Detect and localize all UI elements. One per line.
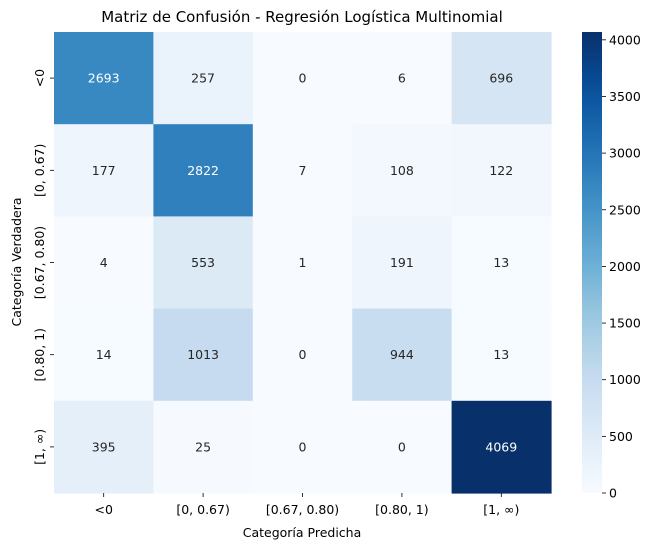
- x-tick-label: [0, 0.67): [176, 502, 230, 517]
- heatmap-cell: [54, 400, 154, 494]
- heatmap-cell: [153, 308, 254, 402]
- cell-value-label: 13: [493, 347, 509, 362]
- heatmap-cell: [451, 32, 552, 125]
- cell-value-label: 25: [195, 439, 211, 454]
- colorbar-tick-label: 0: [609, 486, 617, 501]
- heatmap-cell: [252, 216, 353, 310]
- heatmap-cell: [352, 400, 453, 494]
- y-tick-label: [0.67, 0.80): [32, 226, 47, 299]
- cell-value-label: 13: [493, 255, 509, 270]
- x-axis-label: Categoría Predicha: [243, 525, 362, 540]
- colorbar-tick-label: 2000: [609, 259, 641, 274]
- y-axis-label: Categoría Verdadera: [9, 197, 24, 326]
- colorbar-tick-label: 1500: [609, 316, 641, 331]
- cell-value-label: 191: [390, 255, 414, 270]
- heatmap-cell: [54, 32, 154, 125]
- heatmap-cell: [352, 216, 453, 310]
- heatmap-cell: [54, 216, 154, 310]
- y-tick-label: [0.80, 1): [32, 328, 47, 382]
- cell-value-label: 4: [100, 255, 108, 270]
- heatmap-cell: [153, 124, 254, 217]
- y-tick-label: [1, ∞): [32, 429, 47, 465]
- cell-value-label: 1: [299, 255, 307, 270]
- cell-value-label: 395: [92, 439, 116, 454]
- colorbar-tick-label: 1000: [609, 372, 641, 387]
- colorbar-tick-label: 2500: [609, 202, 641, 217]
- heatmap-cell: [153, 32, 254, 125]
- cell-value-label: 257: [191, 71, 215, 86]
- chart-title: Matriz de Confusión - Regresión Logístic…: [101, 8, 503, 26]
- colorbar-gradient: [582, 32, 602, 493]
- heatmap-cell: [252, 124, 353, 217]
- heatmap-cell: [252, 32, 353, 125]
- cell-value-label: 0: [299, 439, 307, 454]
- cell-value-label: 2822: [187, 163, 219, 178]
- heatmap-cell: [54, 308, 154, 402]
- cell-value-label: 122: [489, 163, 513, 178]
- y-tick-label: <0: [32, 69, 47, 87]
- y-axis-ticks: <0 [0, 0.67) [0.67, 0.80) [0.80, 1) [1, ∞): [32, 69, 54, 465]
- cell-value-label: 696: [489, 71, 513, 86]
- heatmap-cell: [352, 32, 453, 125]
- x-tick-label: [0.67, 0.80): [266, 502, 339, 517]
- colorbar: 0 500 1000 1500 2000 2500 3000 3500 4000: [582, 32, 641, 501]
- heatmap-cell: [451, 216, 552, 310]
- cell-value-label: 2693: [88, 71, 120, 86]
- cell-value-label: 1013: [187, 347, 219, 362]
- heatmap-cell: [352, 124, 453, 217]
- heatmap-cell: [252, 400, 353, 494]
- colorbar-tick-label: 500: [609, 429, 633, 444]
- heatmap-cell: [451, 124, 552, 217]
- heatmap-cell: [451, 400, 552, 494]
- heatmap-cell: [153, 400, 254, 494]
- heatmap-cells: [54, 32, 552, 494]
- cell-value-label: 553: [191, 255, 215, 270]
- x-tick-label: <0: [94, 502, 112, 517]
- cell-labels: 2693 257 0 6 696 177 2822 7 108 122 4 553 1 191 13 14 10…: [88, 71, 517, 455]
- colorbar-tick-label: 3500: [609, 89, 641, 104]
- cell-value-label: 14: [96, 347, 112, 362]
- cell-value-label: 177: [92, 163, 116, 178]
- cell-value-label: 4069: [485, 439, 517, 454]
- x-tick-label: [0.80, 1): [375, 502, 429, 517]
- heatmap-cell: [54, 124, 154, 217]
- heatmap-cell: [252, 308, 353, 402]
- cell-value-label: 108: [390, 163, 414, 178]
- colorbar-tick-label: 3000: [609, 146, 641, 161]
- x-axis-ticks: <0 [0, 0.67) [0.67, 0.80) [0.80, 1) [1, ∞): [94, 493, 519, 517]
- cell-value-label: 944: [390, 347, 414, 362]
- y-tick-label: [0, 0.67): [32, 144, 47, 198]
- cell-value-label: 0: [299, 347, 307, 362]
- heatmap-cell: [153, 216, 254, 310]
- x-tick-label: [1, ∞): [483, 502, 519, 517]
- heatmap-cell: [451, 308, 552, 402]
- cell-value-label: 6: [398, 71, 406, 86]
- cell-value-label: 0: [299, 71, 307, 86]
- heatmap-cell: [352, 308, 453, 402]
- cell-value-label: 7: [299, 163, 307, 178]
- colorbar-tick-label: 4000: [609, 32, 641, 47]
- cell-value-label: 0: [398, 439, 406, 454]
